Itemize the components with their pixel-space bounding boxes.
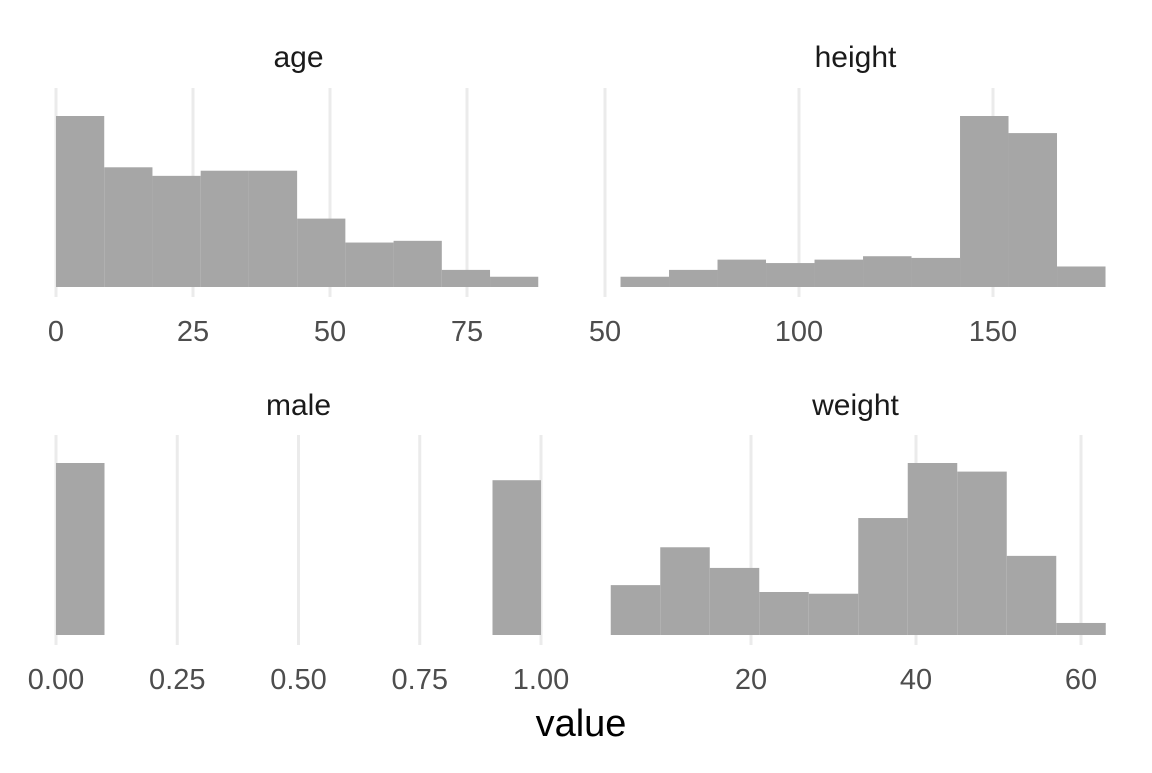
histogram-bar — [441, 269, 491, 287]
histogram-bar — [56, 463, 105, 635]
histogram-bar — [345, 242, 394, 287]
facet-weight: 20 40 60 weight — [610, 389, 1106, 696]
histogram-bar — [814, 259, 864, 287]
histogram-bar — [152, 175, 201, 287]
x-tick-label: 20 — [735, 664, 767, 696]
facet-title: weight — [811, 389, 899, 422]
x-tick-label: 0.75 — [392, 664, 448, 696]
x-tick-label: 75 — [451, 316, 483, 348]
x-axis-title: value — [536, 703, 627, 745]
x-tick-label: 50 — [314, 316, 346, 348]
histogram-bar — [248, 170, 298, 287]
histogram-bar — [911, 257, 961, 287]
histogram-bar — [759, 592, 809, 635]
facet-title: age — [273, 41, 323, 74]
x-tick-label: 0 — [48, 316, 64, 348]
facet-title: male — [266, 389, 331, 422]
x-tick-label: 0.00 — [28, 664, 84, 696]
x-tick-label: 60 — [1065, 664, 1097, 696]
histogram-bar — [717, 259, 767, 287]
histogram-bar — [393, 240, 442, 287]
histogram-bar — [957, 471, 1007, 635]
x-tick-label: 150 — [969, 316, 1017, 348]
facet-male: 0.00 0.25 0.50 0.75 1.00 male — [28, 389, 569, 696]
x-tick-label: 25 — [177, 316, 209, 348]
facet-title: height — [815, 41, 897, 74]
histogram-bar — [669, 269, 718, 287]
facet-height: 50 100 150 height — [589, 41, 1106, 348]
facet-age: 0 25 50 75 age — [48, 41, 539, 348]
histogram-bar — [297, 218, 346, 287]
x-tick-label: 0.25 — [149, 664, 205, 696]
x-tick-label: 0.50 — [270, 664, 326, 696]
histogram-bar — [808, 593, 859, 635]
histogram-bar — [492, 480, 541, 635]
x-tick-label: 50 — [589, 316, 621, 348]
histogram-bar — [907, 463, 958, 635]
histogram-bar — [863, 256, 912, 287]
histogram-bar — [960, 116, 1009, 287]
histogram-bar — [104, 167, 153, 287]
histogram-bar — [620, 276, 670, 287]
histogram-bar — [610, 585, 661, 635]
x-tick-label: 100 — [775, 316, 823, 348]
x-tick-label: 1.00 — [513, 664, 569, 696]
histogram-bar — [1057, 266, 1106, 287]
histogram-bar — [1056, 622, 1106, 635]
histogram-bar — [1006, 555, 1057, 635]
histogram-bar — [660, 547, 710, 635]
histogram-bar — [1008, 133, 1058, 287]
histogram-bar — [490, 276, 539, 287]
histogram-bar — [56, 116, 105, 287]
histogram-bar — [858, 518, 908, 635]
x-tick-label: 40 — [900, 664, 932, 696]
histogram-bar — [766, 263, 815, 287]
histogram-bar — [200, 170, 249, 287]
histogram-bar — [709, 567, 760, 635]
